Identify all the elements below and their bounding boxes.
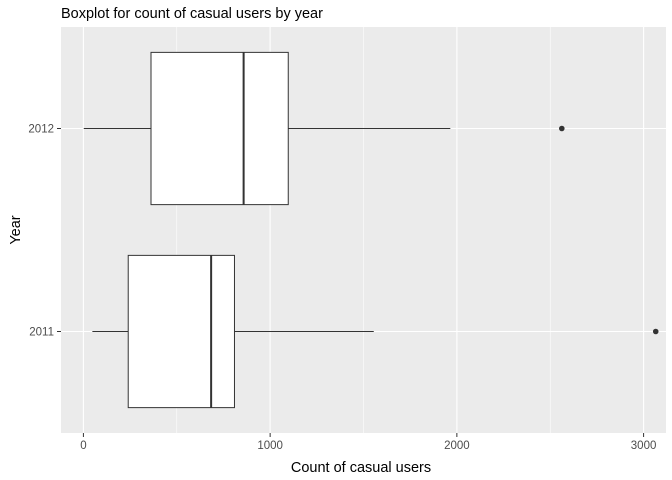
box-2012 — [83, 51, 565, 206]
x-tick-label: 1000 — [257, 440, 283, 452]
x-axis-title: Count of casual users — [291, 460, 431, 476]
y-axis-ticks: 2012 2011 — [28, 124, 61, 339]
box-iqr — [127, 254, 235, 409]
box-iqr — [150, 51, 289, 206]
y-axis-title: Year — [8, 215, 24, 244]
outlier-point — [652, 328, 659, 335]
x-tick-label: 0 — [80, 440, 86, 452]
x-tick-label: 3000 — [631, 440, 657, 452]
x-axis-ticks: 0 1000 2000 3000 — [80, 433, 656, 452]
outlier-point — [559, 125, 565, 132]
x-tick-label: 2000 — [444, 440, 470, 452]
y-tick-label: 2012 — [28, 124, 54, 136]
chart-title: Boxplot for count of casual users by yea… — [61, 6, 323, 22]
boxes — [83, 51, 659, 409]
y-tick-label: 2011 — [29, 327, 54, 339]
box-2011 — [92, 254, 659, 409]
